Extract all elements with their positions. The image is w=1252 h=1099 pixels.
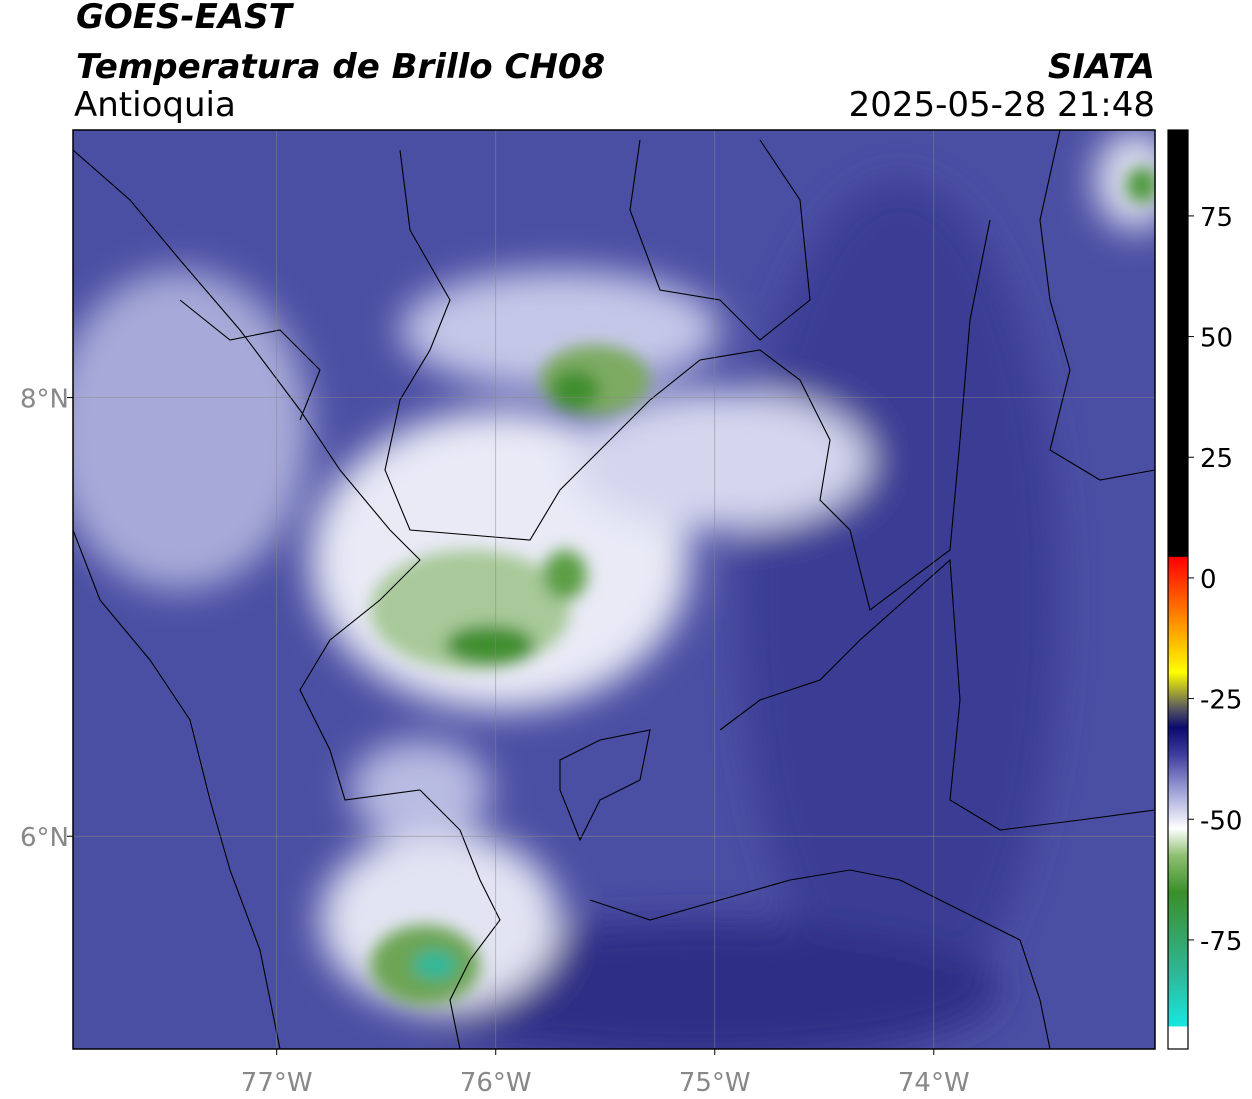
x-tick-label: 76°W: [460, 1068, 532, 1098]
y-tick-label: 8°N: [20, 385, 69, 415]
borders: [73, 130, 1155, 1049]
graticule: [73, 130, 1155, 1049]
datetime-label: 2025-05-28 21:48: [849, 85, 1155, 125]
x-tick-label: 74°W: [898, 1068, 970, 1098]
x-tick-label: 77°W: [241, 1068, 313, 1098]
x-tick-label: 75°W: [679, 1068, 751, 1098]
cloud-field: [73, 130, 1155, 1049]
colorbar-tick-label: -50: [1200, 806, 1242, 836]
colorbar-tick-label: 50: [1200, 324, 1233, 354]
product-title: Temperatura de Brillo CH08: [76, 47, 605, 87]
colorbar-tick-label: 0: [1200, 565, 1217, 595]
source-label: SIATA: [1048, 47, 1155, 87]
colorbar-tick-label: -25: [1200, 686, 1242, 716]
map-frame: [72, 129, 1156, 1050]
colorbar-tick-label: 75: [1200, 203, 1233, 233]
colorbar: [1167, 129, 1189, 1050]
colorbar-tick-label: -75: [1200, 927, 1242, 957]
y-tick-label: 6°N: [20, 823, 69, 853]
cold-tops: [370, 167, 1155, 1005]
map-image: [73, 130, 1155, 1049]
satellite-title: GOES-EAST: [76, 0, 295, 37]
region-label: Antioquia: [74, 85, 236, 125]
colorbar-tick-label: 25: [1200, 444, 1233, 474]
